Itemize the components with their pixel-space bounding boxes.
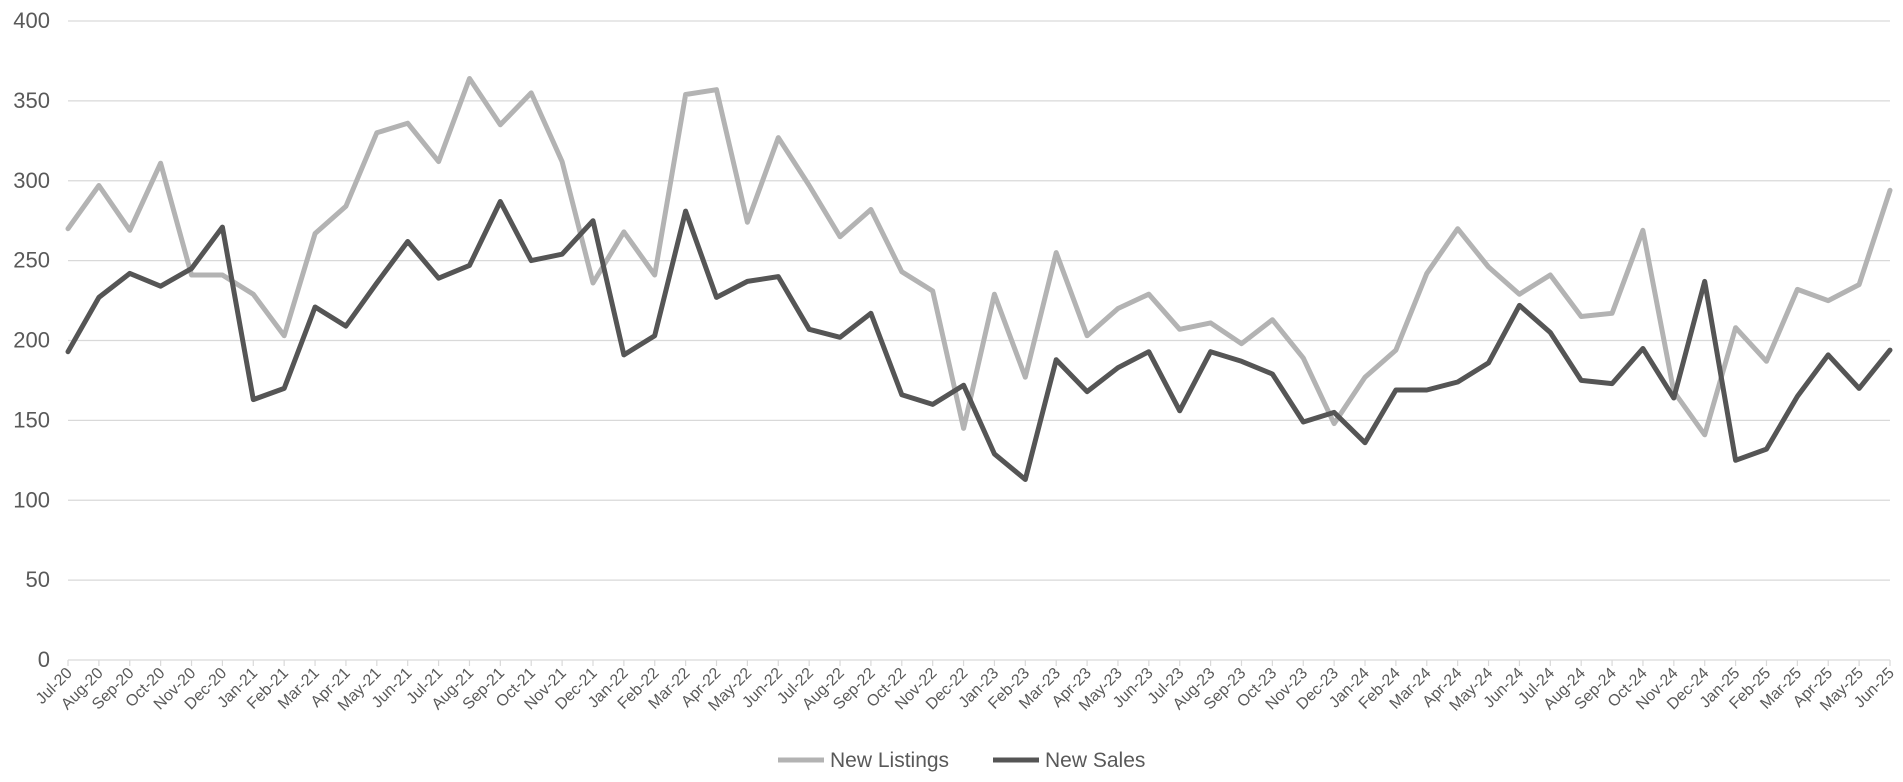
y-tick-label: 300 [13,168,50,193]
y-axis-tick-labels: 0 50 100 150 200 250 300 350 400 [13,8,50,672]
series-lines [65,76,1893,482]
y-tick-label: 350 [13,88,50,113]
y-tick-label: 250 [13,248,50,273]
y-tick-label: 50 [26,567,50,592]
series-line-new-sales [65,199,1893,482]
y-tick-label: 400 [13,8,50,33]
y-tick-label: 100 [13,487,50,512]
y-tick-label: 0 [38,647,50,672]
y-tick-label: 150 [13,407,50,432]
gridlines [67,20,1891,666]
x-axis-tick-labels: Jul-20Aug-20Sep-20Oct-20Nov-20Dec-20Jan-… [33,665,1898,715]
legend-label: New Listings [830,749,949,772]
series-line-new-listings [65,76,1893,438]
legend-label: New Sales [1045,749,1145,772]
y-tick-label: 200 [13,328,50,353]
legend: New Listings New Sales [778,749,1145,772]
